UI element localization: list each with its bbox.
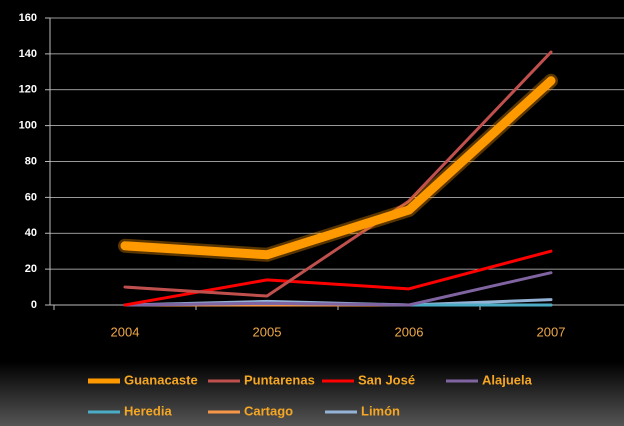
y-tick-label: 0: [31, 299, 37, 311]
legend-label: San José: [358, 372, 415, 387]
legend-label: Heredia: [124, 403, 172, 418]
legend-label: Alajuela: [482, 372, 533, 387]
x-tick-label: 2006: [395, 324, 424, 339]
y-tick-label: 40: [25, 227, 37, 239]
legend-label: Puntarenas: [244, 372, 315, 387]
y-tick-label: 160: [19, 12, 37, 24]
legend-label: Limón: [361, 403, 400, 418]
series-line: [120, 76, 556, 260]
legend-label: Guanacaste: [124, 372, 198, 387]
x-tick-label: 2005: [253, 324, 282, 339]
y-tick-label: 140: [19, 48, 37, 60]
legend-label: Cartago: [244, 403, 293, 418]
x-tick-label: 2004: [111, 324, 140, 339]
y-tick-label: 80: [25, 155, 37, 167]
series-line: [123, 50, 553, 298]
y-tick-label: 60: [25, 191, 37, 203]
y-tick-label: 120: [19, 84, 37, 96]
series-line: [123, 271, 553, 307]
y-tick-label: 20: [25, 263, 37, 275]
x-tick-label: 2007: [537, 324, 566, 339]
y-tick-label: 100: [19, 120, 37, 132]
